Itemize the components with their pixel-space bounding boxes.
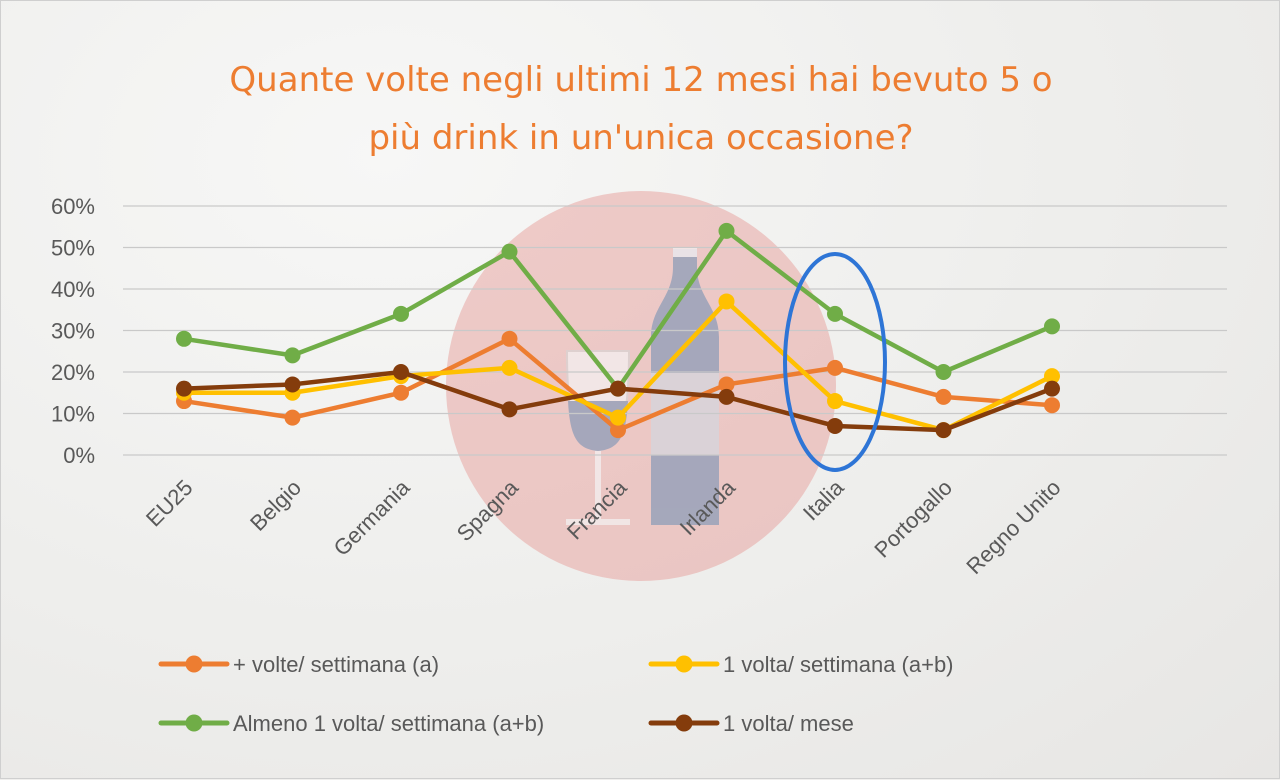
series-group — [176, 330, 1060, 439]
legend-label: Almeno 1 volta/ settimana (a+b) — [233, 711, 544, 736]
data-point — [284, 376, 301, 393]
data-point — [935, 422, 952, 439]
data-point — [176, 330, 192, 347]
y-tick-label: 30% — [51, 319, 95, 344]
data-point — [935, 388, 952, 405]
data-point — [284, 409, 301, 426]
data-point — [1044, 318, 1060, 335]
y-tick-label: 20% — [51, 360, 95, 385]
legend-item: 1 volta/ mese — [648, 711, 854, 736]
data-point — [610, 422, 626, 439]
y-tick-label: 60% — [51, 194, 95, 219]
x-tick-label: Germania — [329, 474, 416, 561]
data-point — [1044, 397, 1060, 414]
data-point — [284, 347, 301, 364]
data-point — [501, 330, 518, 347]
chart-title-line: più drink in un'unica occasione? — [368, 118, 913, 158]
data-point — [1044, 368, 1060, 385]
data-point — [393, 364, 409, 380]
legend-label: + volte/ settimana (a) — [233, 652, 439, 677]
data-point — [718, 293, 735, 310]
chart-title-line: Quante volte negli ultimi 12 mesi hai be… — [229, 60, 1052, 100]
legend: + volte/ settimana (a) 1 volta/ settimana… — [158, 652, 954, 736]
data-point — [827, 417, 843, 434]
y-tick-label: 0% — [63, 443, 95, 468]
y-tick-label: 50% — [51, 236, 95, 261]
x-tick-label: Portogallo — [869, 475, 957, 563]
legend-label: 1 volta/ settimana (a+b) — [723, 652, 954, 677]
data-point — [501, 401, 518, 418]
data-point — [393, 305, 409, 322]
x-tick-label: Belgio — [245, 475, 306, 536]
legend-item: + volte/ settimana (a) — [158, 652, 439, 677]
data-point — [610, 380, 626, 397]
data-point — [827, 393, 843, 410]
legend-label: 1 volta/ mese — [723, 711, 854, 736]
chart-title: Quante volte negli ultimi 12 mesi hai be… — [229, 60, 1052, 158]
legend-marker — [675, 655, 693, 673]
data-point — [827, 359, 843, 376]
legend-item: Almeno 1 volta/ settimana (a+b) — [158, 711, 544, 736]
legend-marker — [185, 655, 203, 673]
series-lines — [176, 222, 1060, 439]
data-point — [176, 380, 192, 397]
legend-marker — [675, 714, 693, 732]
legend-marker — [185, 714, 203, 732]
y-axis-ticks: 0% 10% 20% 30% 40% 50% 60% — [51, 194, 95, 468]
data-point — [501, 243, 518, 260]
x-tick-label: EU25 — [141, 475, 198, 532]
data-point — [501, 359, 518, 376]
data-point — [718, 376, 735, 393]
data-point — [718, 222, 735, 239]
data-point — [610, 409, 626, 426]
data-point — [1044, 380, 1060, 397]
highlight-ellipse — [783, 252, 887, 472]
data-point — [393, 384, 409, 401]
highlight-ellipse-shape — [783, 252, 887, 472]
data-point — [935, 364, 952, 380]
legend-item: 1 volta/ settimana (a+b) — [648, 652, 954, 677]
data-point — [827, 305, 843, 322]
data-point — [718, 388, 735, 405]
y-tick-label: 10% — [51, 402, 95, 427]
series-group — [176, 364, 1060, 439]
x-tick-label: Regno Unito — [961, 475, 1065, 579]
y-tick-label: 40% — [51, 277, 95, 302]
